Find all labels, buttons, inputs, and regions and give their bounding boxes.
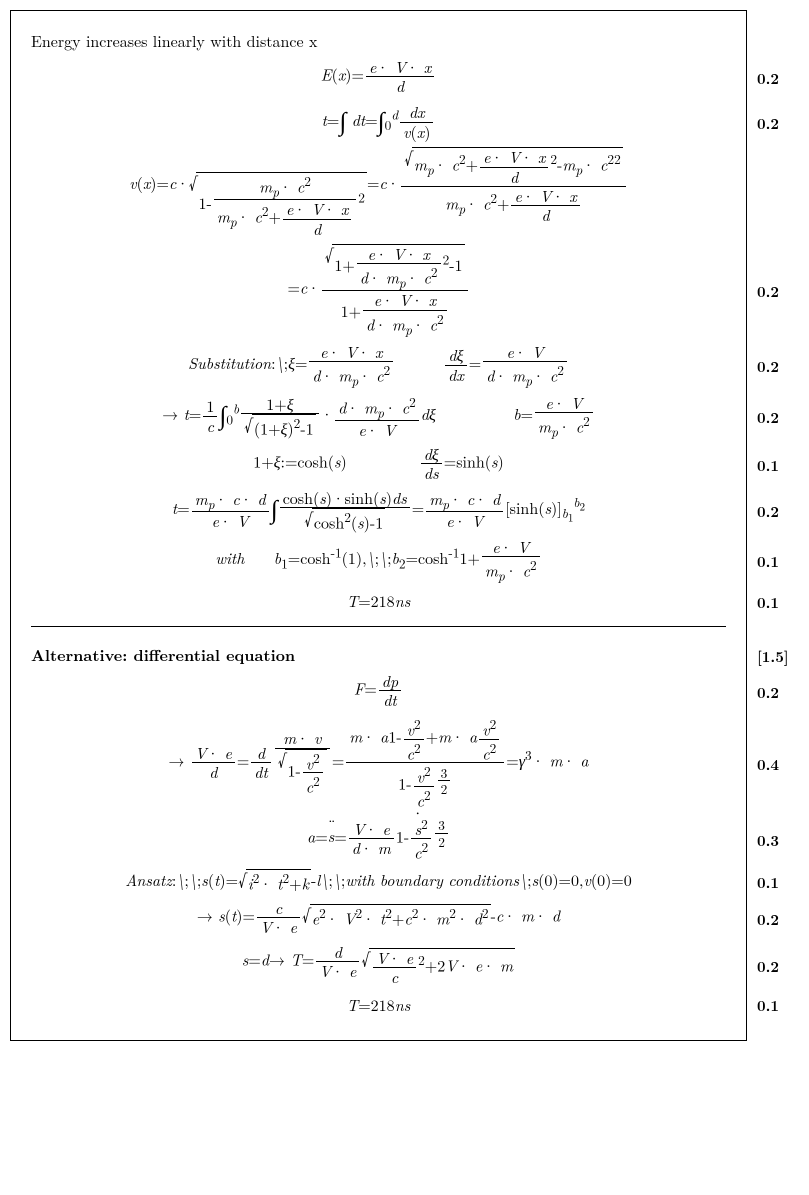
points-eq16: 0.1 bbox=[757, 995, 779, 1016]
points-eq4: 0.2 bbox=[757, 356, 779, 377]
equation-eq7: t=mp· c· de· V∫cosh(s)·sinh(s)ds√cosh2(s… bbox=[31, 489, 726, 532]
equation-eq15: s=d→ T=dV· e√V· ec2+2V· e· m bbox=[31, 943, 726, 987]
points-eq8: 0.1 bbox=[757, 551, 779, 572]
points-eq5: 0.2 bbox=[757, 407, 779, 428]
points-eq10: 0.2 bbox=[757, 682, 779, 703]
points-eq11: 0.4 bbox=[757, 754, 779, 775]
equation-eq16: T=218ns bbox=[31, 993, 726, 1016]
spacer bbox=[757, 28, 799, 52]
page: Energy increases linearly with distance … bbox=[0, 0, 809, 1061]
content-box: Energy increases linearly with distance … bbox=[10, 10, 747, 1041]
equation-eq11: → V· ed=ddtm· v√1-v2c2=m· a1-v2c2+m· av2… bbox=[31, 716, 726, 810]
equation-eq2: t=∫ dt=∫0ddxv(x) bbox=[31, 102, 726, 141]
equation-eq1: E(x)=e· V· xd bbox=[31, 58, 726, 96]
points-eq12: 0.3 bbox=[757, 830, 779, 851]
points-eq7: 0.2 bbox=[757, 501, 779, 522]
points-eq3b: 0.2 bbox=[757, 281, 779, 302]
equation-eq6: 1+ξ:=cosh(s) dξds=sinh(s) bbox=[31, 445, 726, 483]
points-eq13: 0.1 bbox=[757, 872, 779, 893]
section-divider bbox=[31, 626, 726, 627]
equation-eq3a: v(x)=c·√1-mp· c2mp· c2+e· V· xd2=c·√mp· … bbox=[31, 147, 726, 238]
points-eq1: 0.2 bbox=[757, 68, 779, 89]
points-eq14: 0.2 bbox=[757, 909, 779, 930]
section2-heading: Alternative: differential equation bbox=[31, 643, 726, 666]
points-section2-heading: [1.5] bbox=[757, 646, 789, 667]
points-eq6: 0.1 bbox=[757, 455, 779, 476]
equation-eq4: Substitution:\;ξ=e· V· xd· mp· c2 dξdx=e… bbox=[31, 343, 726, 388]
points-eq15: 0.2 bbox=[757, 956, 779, 977]
equation-eq9: T=218ns bbox=[31, 589, 726, 612]
equation-eq12: a=s¨=V· ed· m1-s˙2c232 bbox=[31, 816, 726, 862]
equation-eq8: with b1=cosh-1(1),\;\;b2=cosh-11+e· Vmp·… bbox=[31, 538, 726, 583]
points-eq2: 0.2 bbox=[757, 113, 779, 134]
points-eq9: 0.1 bbox=[757, 592, 779, 613]
section1-heading: Energy increases linearly with distance … bbox=[31, 29, 726, 52]
equation-eq13: Ansatz:\;\;s(t)=√i2· t2+k-l\;\;with boun… bbox=[31, 868, 726, 893]
points-column: 0.2 0.2 0.2 0.2 0.2 0.1 0.2 0.1 0.1 [1.5… bbox=[747, 10, 799, 1041]
equation-eq5: → t=1c∫0b1+ξ√(1+ξ)2-1·d· mp· c2e· Vdξ b=… bbox=[31, 394, 726, 439]
equation-eq14: → s(t)=cV· e√e2· V2· t2+c2· m2· d2-c· m·… bbox=[31, 899, 726, 937]
equation-eq3b: =c·√1+e· V· xd· mp· c22-11+e· V· xd· mp·… bbox=[31, 244, 726, 336]
equation-eq10: F=dpdt bbox=[31, 672, 726, 710]
